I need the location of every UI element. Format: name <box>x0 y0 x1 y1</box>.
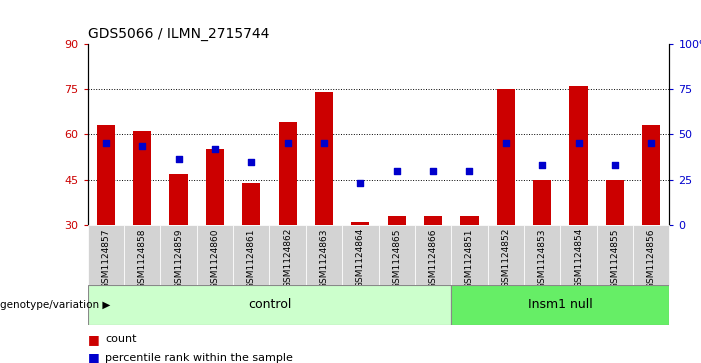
Bar <box>424 216 442 225</box>
Bar <box>306 225 342 285</box>
Text: GSM1124851: GSM1124851 <box>465 228 474 289</box>
Point <box>464 168 475 174</box>
Point <box>501 140 512 146</box>
Bar <box>560 225 597 285</box>
Text: GSM1124857: GSM1124857 <box>102 228 110 289</box>
Bar <box>451 225 488 285</box>
Bar <box>533 180 551 225</box>
Bar <box>461 216 479 225</box>
Bar <box>388 216 406 225</box>
Point <box>355 180 366 185</box>
Text: Insm1 null: Insm1 null <box>528 298 593 311</box>
Bar <box>351 222 369 225</box>
Bar <box>124 225 161 285</box>
Point <box>245 159 257 164</box>
Bar <box>597 225 633 285</box>
Bar <box>642 125 660 225</box>
Bar <box>342 225 379 285</box>
Text: ■: ■ <box>88 351 100 363</box>
Point <box>137 143 148 149</box>
Bar <box>233 225 269 285</box>
Point <box>428 168 439 174</box>
Text: GSM1124862: GSM1124862 <box>283 228 292 289</box>
Text: GSM1124864: GSM1124864 <box>356 228 365 289</box>
Text: GSM1124859: GSM1124859 <box>174 228 183 289</box>
Bar <box>497 89 515 225</box>
Text: control: control <box>247 298 291 311</box>
Text: GSM1124861: GSM1124861 <box>247 228 256 289</box>
Bar <box>88 225 124 285</box>
Bar <box>524 225 560 285</box>
Bar <box>161 225 197 285</box>
Text: genotype/variation ▶: genotype/variation ▶ <box>0 300 110 310</box>
Point <box>609 162 620 167</box>
Bar <box>97 125 115 225</box>
Bar <box>488 225 524 285</box>
Text: percentile rank within the sample: percentile rank within the sample <box>105 352 293 363</box>
Point <box>318 140 329 146</box>
Bar <box>606 180 624 225</box>
Text: GSM1124854: GSM1124854 <box>574 228 583 289</box>
Text: GDS5066 / ILMN_2715744: GDS5066 / ILMN_2715744 <box>88 27 269 41</box>
Text: GSM1124855: GSM1124855 <box>611 228 620 289</box>
Text: GSM1124852: GSM1124852 <box>501 228 510 289</box>
Text: count: count <box>105 334 137 344</box>
Text: GSM1124853: GSM1124853 <box>538 228 547 289</box>
Text: GSM1124858: GSM1124858 <box>137 228 147 289</box>
Bar <box>269 225 306 285</box>
Bar <box>451 285 669 325</box>
Point <box>173 156 184 162</box>
Bar <box>633 225 669 285</box>
Bar <box>278 122 297 225</box>
Bar <box>206 150 224 225</box>
Point <box>391 168 402 174</box>
Point <box>646 140 657 146</box>
Point <box>210 147 221 152</box>
Bar <box>379 225 415 285</box>
Bar <box>197 225 233 285</box>
Bar <box>315 92 333 225</box>
Point <box>573 140 584 146</box>
Bar <box>170 174 188 225</box>
Bar <box>569 86 587 225</box>
Point <box>100 140 111 146</box>
Text: ■: ■ <box>88 333 100 346</box>
Text: GSM1124866: GSM1124866 <box>428 228 437 289</box>
Text: GSM1124860: GSM1124860 <box>210 228 219 289</box>
Point <box>282 140 293 146</box>
Bar <box>133 131 151 225</box>
Bar <box>415 225 451 285</box>
Text: GSM1124856: GSM1124856 <box>647 228 655 289</box>
Text: GSM1124865: GSM1124865 <box>393 228 401 289</box>
Point <box>536 162 547 167</box>
Bar <box>88 285 451 325</box>
Bar <box>242 183 260 225</box>
Text: GSM1124863: GSM1124863 <box>320 228 329 289</box>
